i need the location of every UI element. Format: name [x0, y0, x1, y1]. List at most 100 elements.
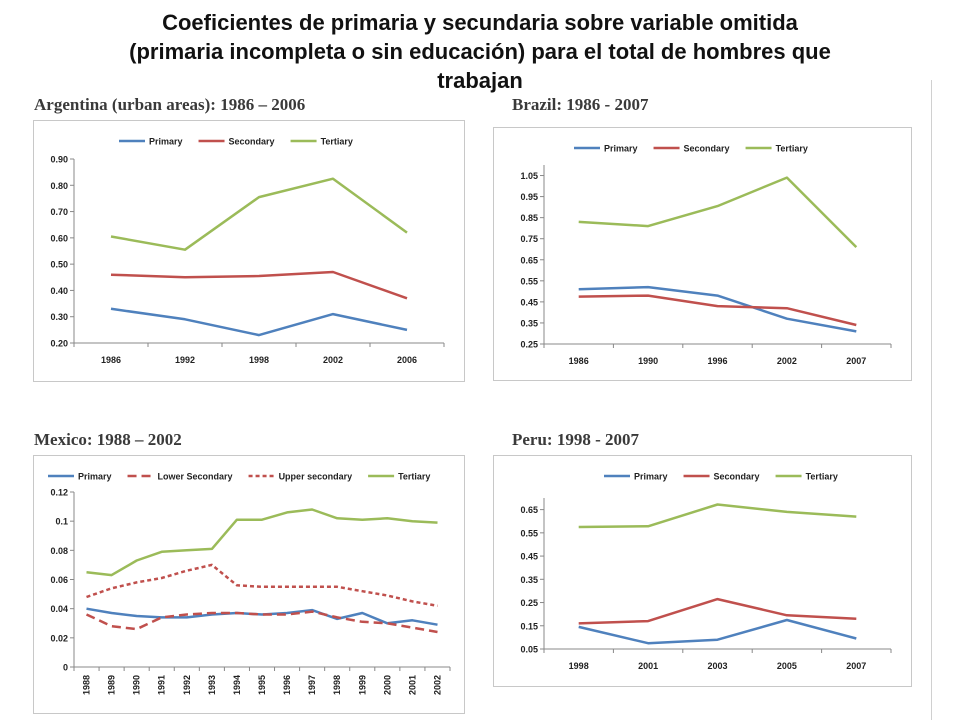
series-line-tertiary [578, 503, 857, 529]
legend-label: Lower Secondary [158, 472, 233, 482]
x-tick-label: 1996 [707, 356, 727, 366]
y-tick-label: 0.25 [520, 598, 538, 608]
x-tick-label: 1994 [232, 675, 242, 695]
legend-label: Tertiary [806, 472, 838, 482]
y-tick-label: 0.15 [520, 621, 538, 631]
legend-label: Secondary [714, 472, 760, 482]
brazil-chart-svg: 0.25 0.35 0.45 0.55 0.65 0.75 0.85 0.95 1.05 1986… [520, 144, 892, 366]
series-line-primary [578, 618, 857, 645]
x-tick-label: 2005 [777, 661, 797, 671]
y-tick-label: 0.40 [50, 286, 68, 296]
series-line-tertiary [110, 177, 408, 251]
slide-edge-rule [931, 80, 932, 720]
y-tick-label: 0.04 [50, 604, 68, 614]
x-tick-label: 2002 [323, 355, 343, 365]
peru-panel-title: Peru: 1998 - 2007 [512, 430, 640, 449]
y-tick-label: 0.50 [50, 260, 68, 270]
legend-label: Secondary [684, 144, 730, 154]
y-tick-label: 0.90 [50, 155, 68, 165]
y-tick-label: 0 [63, 663, 68, 673]
x-tick-label: 2002 [777, 356, 797, 366]
legend-label: Upper secondary [279, 472, 353, 482]
y-tick-label: 0.25 [520, 340, 538, 350]
series-line-upper-secondary [86, 563, 438, 608]
y-tick-label: 0.65 [520, 255, 538, 265]
y-tick-label: 0.02 [50, 633, 68, 643]
brazil-chart: 0.25 0.35 0.45 0.55 0.65 0.75 0.85 0.95 1.05 1986… [493, 127, 912, 381]
x-tick-label: 1998 [332, 675, 342, 695]
y-tick-label: 0.70 [50, 207, 68, 217]
y-tick-label: 0.35 [520, 575, 538, 585]
title-line-3: trabajan [437, 68, 523, 93]
brazil-panel-title: Brazil: 1986 - 2007 [512, 95, 649, 114]
x-tick-label: 2002 [432, 675, 442, 695]
title-line-1: Coeficientes de primaria y secundaria so… [162, 10, 798, 35]
legend-label: Secondary [229, 137, 275, 147]
legend-label: Primary [634, 472, 668, 482]
x-tick-label: 1990 [638, 356, 658, 366]
title-line-2: (primaria incompleta o sin educación) pa… [129, 39, 831, 64]
x-tick-label: 1998 [569, 661, 589, 671]
y-tick-label: 0.75 [520, 234, 538, 244]
x-tick-label: 2001 [638, 661, 658, 671]
y-tick-label: 0.30 [50, 312, 68, 322]
series-line-secondary [578, 294, 857, 327]
y-tick-label: 0.65 [520, 505, 538, 515]
series-line-tertiary [86, 508, 438, 577]
series-line-primary [86, 607, 438, 626]
x-tick-label: 1995 [257, 675, 267, 695]
x-tick-label: 1998 [249, 355, 269, 365]
x-tick-label: 1986 [101, 355, 121, 365]
series-line-tertiary [578, 176, 858, 248]
y-tick-label: 0.1 [55, 517, 68, 527]
series-line-secondary [578, 597, 857, 625]
x-tick-label: 1989 [107, 675, 117, 695]
x-tick-label: 2007 [846, 356, 866, 366]
y-tick-label: 0.60 [50, 233, 68, 243]
legend-label: Primary [78, 472, 112, 482]
x-tick-label: 2000 [382, 675, 392, 695]
x-tick-label: 1988 [82, 675, 92, 695]
mexico-chart-svg: 0 0.02 0.04 0.06 0.08 0.1 0.12 1988 1989 1990 1991… [48, 472, 451, 695]
y-tick-label: 0.45 [520, 297, 538, 307]
y-tick-label: 0.08 [50, 546, 68, 556]
y-tick-label: 0.35 [520, 318, 538, 328]
x-tick-label: 1999 [357, 675, 367, 695]
y-tick-label: 0.95 [520, 192, 538, 202]
x-tick-label: 2003 [707, 661, 727, 671]
series-line-lower-secondary [85, 610, 438, 634]
y-tick-label: 0.80 [50, 181, 68, 191]
legend-label: Primary [149, 137, 183, 147]
peru-chart-svg: 0.05 0.15 0.25 0.35 0.45 0.55 0.65 1998 2001 2003… [520, 472, 892, 671]
argentina-chart: 0.20 0.30 0.40 0.50 0.60 0.70 0.80 0.90 1986 1992… [33, 120, 465, 382]
mexico-chart: 0 0.02 0.04 0.06 0.08 0.1 0.12 1988 1989 1990 1991… [33, 455, 465, 714]
peru-chart: 0.05 0.15 0.25 0.35 0.45 0.55 0.65 1998 2001 2003… [493, 455, 912, 687]
y-tick-label: 0.55 [520, 528, 538, 538]
legend-label: Primary [604, 144, 638, 154]
x-tick-label: 2006 [397, 355, 417, 365]
y-tick-label: 0.12 [50, 488, 68, 498]
y-tick-label: 1.05 [520, 171, 538, 181]
y-tick-label: 0.06 [50, 575, 68, 585]
y-tick-label: 0.45 [520, 552, 538, 562]
y-tick-label: 0.05 [520, 645, 538, 655]
x-tick-label: 1992 [182, 675, 192, 695]
x-tick-label: 1996 [282, 675, 292, 695]
y-tick-label: 0.85 [520, 213, 538, 223]
x-tick-label: 1992 [175, 355, 195, 365]
slide-title: Coeficientes de primaria y secundaria so… [0, 8, 960, 95]
mexico-panel-title: Mexico: 1988 – 2002 [34, 430, 182, 449]
y-tick-label: 0.20 [50, 339, 68, 349]
argentina-panel-title: Argentina (urban areas): 1986 – 2006 [34, 95, 306, 114]
legend-label: Tertiary [398, 472, 430, 482]
series-line-primary [110, 307, 408, 337]
x-tick-label: 1993 [207, 675, 217, 695]
x-tick-label: 2007 [846, 661, 866, 671]
x-tick-label: 1991 [157, 675, 167, 695]
x-tick-label: 1997 [307, 675, 317, 695]
x-tick-label: 1990 [132, 675, 142, 695]
y-tick-label: 0.55 [520, 276, 538, 286]
x-tick-label: 1986 [569, 356, 589, 366]
argentina-chart-svg: 0.20 0.30 0.40 0.50 0.60 0.70 0.80 0.90 1986 1992… [50, 137, 445, 365]
x-tick-label: 2001 [407, 675, 417, 695]
